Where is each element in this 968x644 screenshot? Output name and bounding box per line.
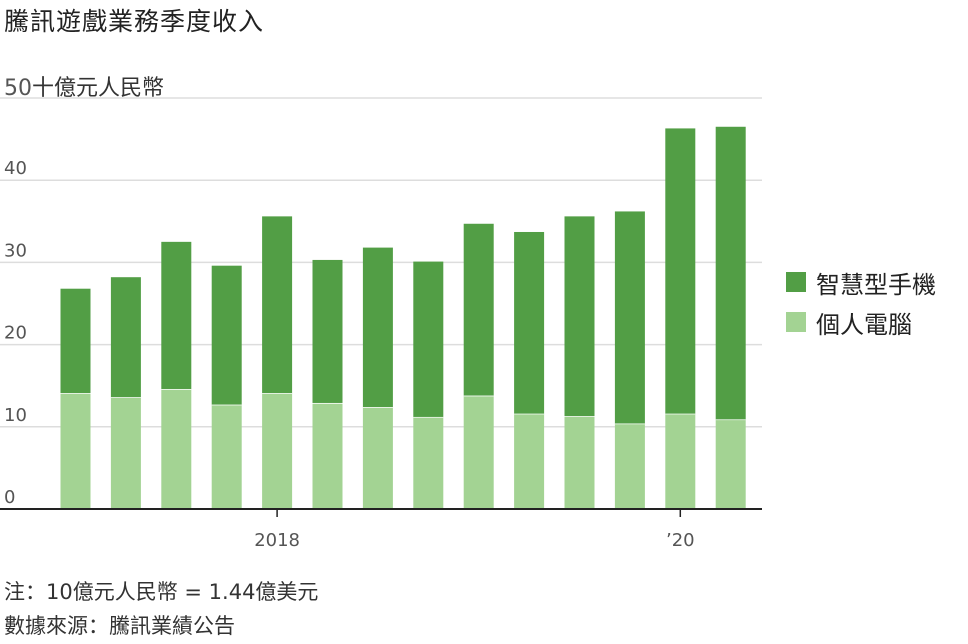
- y-tick-label-30: 30: [4, 240, 27, 261]
- bar-pc-12: [665, 413, 696, 509]
- bar-smartphone-6: [362, 247, 393, 408]
- bar-smartphone-2: [161, 241, 192, 389]
- bar-pc-6: [362, 407, 393, 509]
- bar-smartphone-8: [463, 223, 494, 396]
- legend-item-smartphone: 智慧型手機: [786, 262, 936, 302]
- bar-pc-1: [110, 397, 141, 509]
- bar-smartphone-3: [211, 265, 242, 405]
- bar-smartphone-4: [262, 216, 293, 394]
- y-tick-label-0: 0: [4, 487, 15, 508]
- bar-smartphone-7: [413, 261, 444, 417]
- x-tick-label-4: 2018: [254, 530, 300, 551]
- chart-title: 騰訊遊戲業務季度收入: [4, 7, 265, 36]
- bar-pc-11: [614, 423, 645, 509]
- y-tick-label-10: 10: [4, 405, 27, 426]
- bar-pc-10: [564, 416, 595, 509]
- legend-label-smartphone: 智慧型手機: [816, 270, 936, 299]
- bar-smartphone-13: [715, 126, 746, 420]
- bar-pc-9: [514, 413, 545, 509]
- bar-smartphone-0: [60, 288, 91, 394]
- bar-pc-2: [161, 388, 192, 509]
- footnote-note: 注：10億元人民幣 = 1.44億美元: [4, 580, 319, 604]
- legend: 智慧型手機 個人電腦: [786, 262, 936, 342]
- y-tick-label-20: 20: [4, 323, 27, 344]
- bar-smartphone-10: [564, 216, 595, 417]
- bar-pc-7: [413, 416, 444, 509]
- legend-item-pc: 個人電腦: [786, 302, 936, 342]
- y-tick-label-50: 50: [4, 76, 32, 101]
- footnote-source: 數據來源：騰訊業績公告: [4, 614, 235, 638]
- bar-smartphone-11: [614, 211, 645, 424]
- legend-swatch-pc: [786, 312, 806, 332]
- bar-pc-5: [312, 402, 343, 509]
- bar-smartphone-9: [514, 231, 545, 414]
- legend-swatch-smartphone: [786, 272, 806, 292]
- legend-label-pc: 個人電腦: [816, 310, 912, 339]
- unit-label-text: 十億元人民幣: [32, 76, 165, 101]
- bar-smartphone-5: [312, 259, 343, 403]
- bar-smartphone-1: [110, 277, 141, 398]
- bar-pc-3: [211, 404, 242, 509]
- x-tick-label-12: ’20: [666, 530, 695, 551]
- bar-pc-8: [463, 395, 494, 509]
- y-tick-label-40: 40: [4, 158, 27, 179]
- bar-pc-13: [715, 419, 746, 509]
- bar-pc-0: [60, 393, 91, 509]
- bar-pc-4: [262, 393, 293, 509]
- y-axis-unit-label: 50十億元人民幣: [4, 70, 164, 102]
- bar-smartphone-12: [665, 128, 696, 414]
